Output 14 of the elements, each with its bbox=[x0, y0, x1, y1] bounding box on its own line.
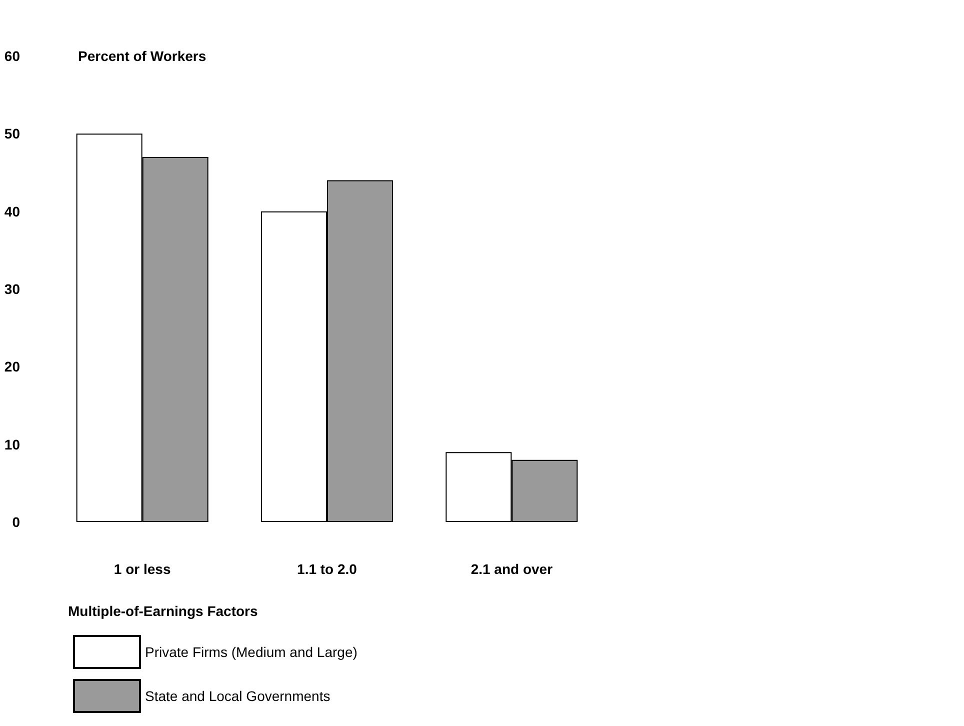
y-tick-label: 30 bbox=[4, 281, 20, 297]
y-tick-label: 20 bbox=[4, 358, 20, 375]
y-tick-label: 50 bbox=[4, 126, 20, 142]
x-tick-label: 1.1 to 2.0 bbox=[297, 561, 358, 577]
y-tick-label: 60 bbox=[4, 48, 20, 64]
legend-label: State and Local Governments bbox=[145, 688, 330, 704]
x-axis-title: Multiple-of-Earnings Factors bbox=[68, 603, 258, 619]
x-tick-label: 2.1 and over bbox=[470, 561, 554, 577]
y-axis-title: Percent of Workers bbox=[78, 48, 206, 64]
x-tick-label: 1 or less bbox=[114, 561, 171, 577]
y-tick-label: 40 bbox=[4, 203, 20, 220]
legend-label: Private Firms (Medium and Large) bbox=[145, 644, 358, 660]
y-tick-label: 0 bbox=[12, 514, 20, 530]
y-tick-label: 10 bbox=[4, 436, 20, 452]
